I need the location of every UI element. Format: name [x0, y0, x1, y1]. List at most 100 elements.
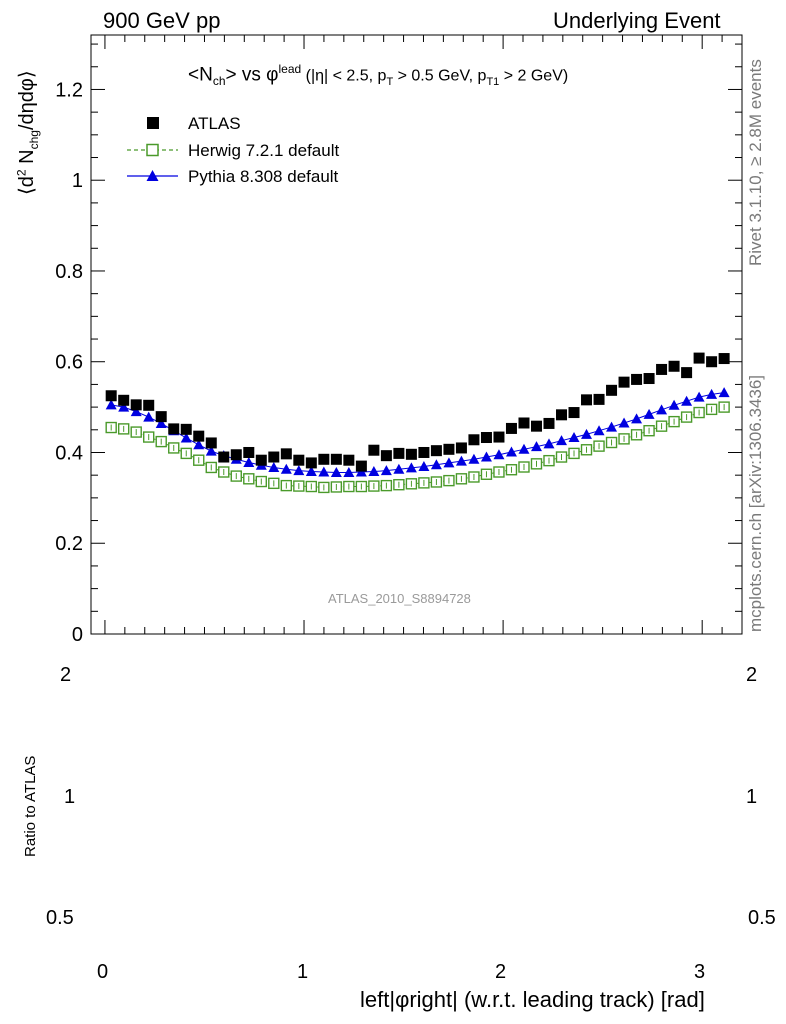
- atlas-point: [468, 434, 480, 446]
- analysis-id-label: ATLAS_2010_S8894728: [328, 591, 471, 606]
- atlas-point: [480, 432, 492, 444]
- x-tick-label-2: 2: [495, 961, 507, 983]
- atlas-point: [581, 394, 593, 406]
- atlas-point: [355, 460, 367, 472]
- atlas-point: [243, 446, 255, 458]
- atlas-point: [280, 448, 292, 460]
- atlas-point: [268, 451, 280, 463]
- pythia-point: [468, 453, 480, 464]
- atlas-point: [118, 394, 130, 406]
- pythia-point: [118, 401, 130, 412]
- atlas-point: [493, 431, 505, 443]
- pythia-point: [493, 449, 505, 460]
- atlas-point: [681, 367, 693, 379]
- atlas-point: [568, 407, 580, 419]
- y-tick-label: 1.2: [55, 79, 83, 101]
- y-tick-label: 0.2: [55, 533, 83, 555]
- pythia-point: [518, 443, 530, 454]
- atlas-point: [318, 453, 330, 465]
- pythia-point: [405, 462, 417, 473]
- atlas-point: [430, 445, 442, 457]
- pythia-point: [543, 438, 555, 449]
- y-tick-label: 1: [72, 170, 83, 192]
- atlas-point: [218, 451, 230, 463]
- atlas-point: [380, 450, 392, 462]
- atlas-point: [606, 384, 618, 396]
- atlas-point: [143, 399, 155, 411]
- atlas-point: [593, 393, 605, 405]
- pythia-point: [530, 441, 542, 452]
- pythia-point: [430, 459, 442, 470]
- pythia-point: [606, 421, 618, 432]
- legend-entry-label: ATLAS: [188, 114, 241, 133]
- legend-marker-herwig: [146, 143, 159, 157]
- pythia-point: [105, 399, 117, 410]
- atlas-point: [368, 444, 380, 456]
- pythia-point: [368, 466, 380, 477]
- atlas-point: [168, 423, 180, 435]
- ratio-tick-label-0-5-left: 0.5: [46, 907, 74, 929]
- atlas-point: [706, 356, 718, 368]
- pythia-point: [656, 404, 668, 415]
- pythia-point: [330, 466, 342, 477]
- atlas-point: [543, 417, 555, 429]
- pythia-point: [280, 463, 292, 474]
- atlas-point: [618, 376, 630, 388]
- atlas-point: [193, 430, 205, 442]
- x-tick-label-1: 1: [297, 961, 309, 983]
- atlas-point: [130, 399, 142, 411]
- y-tick-label: 0.8: [55, 261, 83, 283]
- pythia-point: [443, 457, 455, 468]
- pythia-point: [668, 399, 680, 410]
- pythia-point: [343, 466, 355, 477]
- pythia-point: [293, 465, 305, 476]
- y-tick-label: 0: [72, 624, 83, 646]
- pythia-point: [418, 461, 430, 472]
- pythia-point: [706, 388, 718, 399]
- atlas-point: [718, 353, 730, 365]
- atlas-point: [405, 448, 417, 460]
- atlas-point: [343, 454, 355, 466]
- atlas-point: [455, 442, 467, 454]
- atlas-point: [393, 447, 405, 459]
- pythia-point: [305, 466, 317, 477]
- pythia-point: [380, 465, 392, 476]
- legend-entry-label: Pythia 8.308 default: [188, 167, 339, 186]
- pythia-point: [243, 456, 255, 467]
- pythia-point: [268, 461, 280, 472]
- pythia-point: [393, 463, 405, 474]
- pythia-point: [318, 466, 330, 477]
- atlas-point: [656, 363, 668, 375]
- pythia-point: [205, 445, 217, 456]
- atlas-point: [668, 360, 680, 372]
- y-tick-label: 0.6: [55, 352, 83, 374]
- x-tick-label-3: 3: [694, 961, 706, 983]
- ratio-tick-label-2-right: 2: [746, 664, 758, 686]
- pythia-point: [480, 451, 492, 462]
- y-tick-label: 0.4: [55, 442, 83, 464]
- atlas-point: [556, 409, 568, 421]
- x-tick-label-0: 0: [97, 961, 109, 983]
- pythia-point: [568, 432, 580, 443]
- pythia-point: [581, 428, 593, 439]
- header-analysis-type: Underlying Event: [553, 8, 721, 33]
- pythia-point: [593, 425, 605, 436]
- ratio-tick-label-1-right: 1: [746, 786, 758, 808]
- atlas-point: [631, 373, 643, 385]
- atlas-point: [230, 449, 242, 461]
- pythia-point: [718, 387, 730, 398]
- pythia-point: [681, 395, 693, 406]
- atlas-point: [255, 454, 267, 466]
- pythia-point: [143, 411, 155, 422]
- legend-marker-atlas: [147, 117, 159, 129]
- pythia-point: [618, 417, 630, 428]
- pythia-point: [455, 455, 467, 466]
- ratio-tick-label-2-left: 2: [60, 664, 72, 686]
- plot-frame: [90, 34, 743, 635]
- atlas-point: [443, 443, 455, 455]
- atlas-point: [205, 437, 217, 449]
- atlas-point: [693, 352, 705, 364]
- pythia-point: [180, 432, 192, 443]
- pythia-point: [155, 417, 167, 428]
